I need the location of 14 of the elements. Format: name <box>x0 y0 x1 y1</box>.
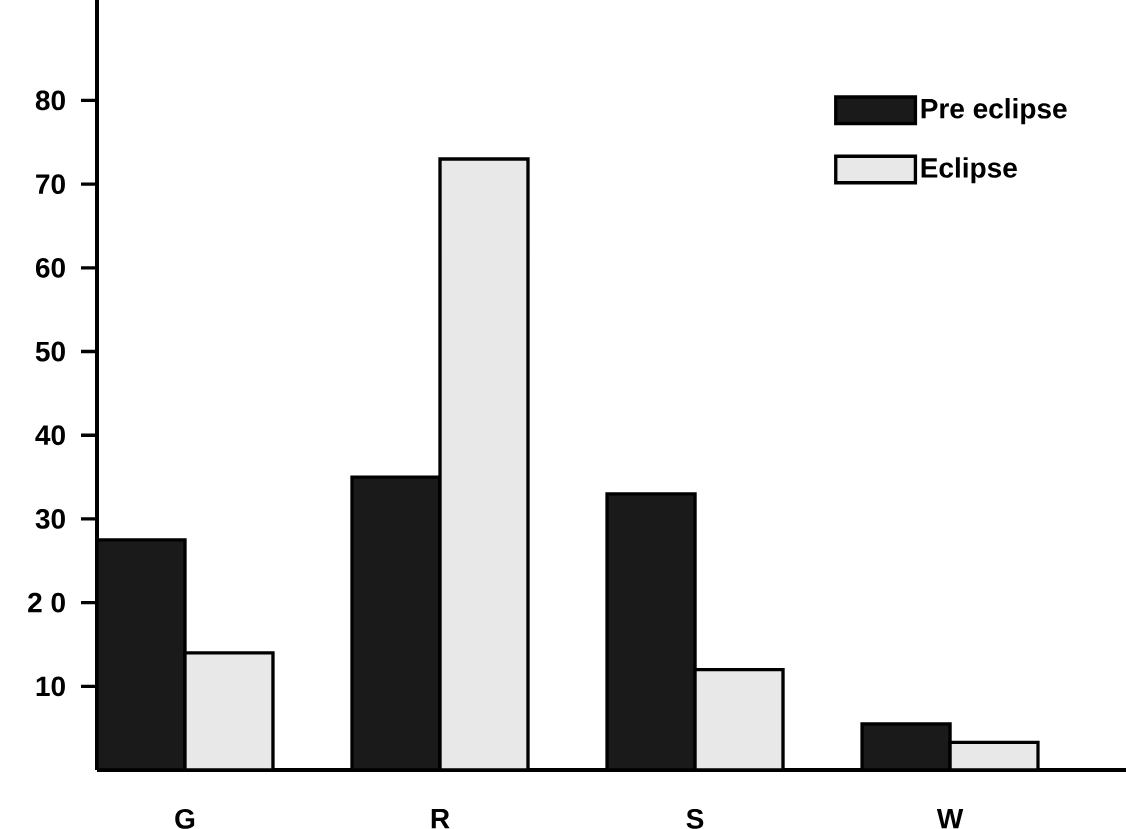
y-tick-label: 10 <box>36 676 65 697</box>
y-tick-label: 60 <box>35 257 65 278</box>
legend-label: Eclipse <box>921 157 1017 184</box>
y-tick-label: 2 0 <box>28 592 65 613</box>
y-tick-label: 80 <box>35 90 65 111</box>
y-tick-label: 50 <box>35 341 65 362</box>
y-tick-label: 30 <box>35 508 65 529</box>
y-tick-label: 70 <box>36 174 65 195</box>
x-tick-label: S <box>686 808 704 829</box>
legend-label: Pre eclipse <box>921 98 1067 125</box>
y-tick-label: 40 <box>35 425 65 446</box>
x-tick-label: G <box>175 808 195 829</box>
x-tick-label: R <box>431 808 450 829</box>
x-tick-label: W <box>936 808 964 829</box>
